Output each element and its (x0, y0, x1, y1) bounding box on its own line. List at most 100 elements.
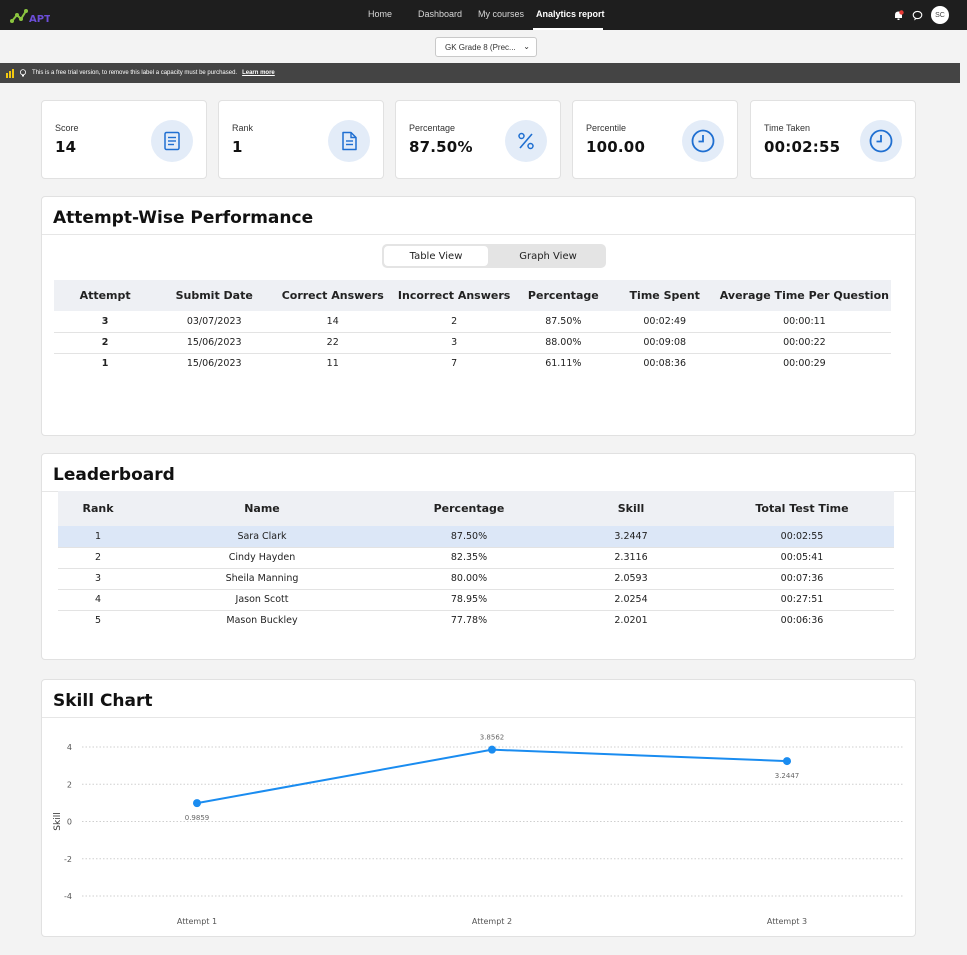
y-tick-label: 4 (67, 743, 72, 752)
nav-home[interactable]: Home (368, 9, 393, 19)
col-correct-answers[interactable]: Correct Answers (272, 280, 394, 311)
x-tick-label: Attempt 1 (177, 917, 217, 926)
section-title: Attempt-Wise Performance (53, 208, 314, 228)
cell-total-time: 00:27:51 (710, 589, 894, 611)
cell-total-time: 00:06:36 (780, 615, 824, 627)
cell-name: Sheila Manning (138, 568, 386, 590)
cell-time-spent: 00:09:08 (611, 332, 718, 354)
col-percentage[interactable]: Percentage (386, 491, 552, 526)
file-text-icon (328, 120, 370, 162)
cell-correct: 11 (326, 358, 339, 370)
cell-percentage: 82.35% (386, 547, 552, 569)
cell-total-time: 00:05:41 (710, 547, 894, 569)
apt-logo[interactable]: APT (10, 7, 50, 25)
cell-avg-time: 00:00:22 (717, 332, 891, 354)
cell-attempt: 2 (54, 332, 157, 354)
kpi-card-percentage: Percentage 87.50% (395, 100, 561, 179)
cell-attempt: 3 (54, 311, 157, 333)
leaderboard-table: Rank Name Percentage Skill Total Test Ti… (58, 491, 894, 631)
cell-total-time: 00:07:36 (710, 568, 894, 590)
cell-percentage: 88.00% (514, 332, 612, 354)
kpi-value: 100.00 (586, 138, 646, 156)
cell-correct: 14 (272, 311, 394, 333)
document-lines-icon (151, 120, 193, 162)
cell-time-spent: 00:02:49 (611, 311, 718, 333)
col-incorrect-answers[interactable]: Incorrect Answers (393, 280, 515, 311)
col-percentage[interactable]: Percentage (514, 280, 612, 311)
cell-percentage: 78.95% (386, 589, 552, 611)
trial-banner: This is a free trial version, to remove … (0, 63, 960, 83)
data-point (488, 745, 496, 754)
table-row[interactable]: 3 Sheila Manning 80.00% 2.0593 00:07:36 (58, 568, 894, 590)
col-total-test-time[interactable]: Total Test Time (710, 491, 894, 526)
course-filter-bar: GK Grade 8 (Prec... ⌄ (0, 30, 967, 63)
table-row[interactable]: 5 Mason Buckley 77.78% 2.0201 00:06:36 (58, 610, 894, 631)
table-row-highlighted[interactable]: 1 Sara Clark 87.50% 3.2447 00:02:55 (58, 526, 894, 548)
col-time-spent[interactable]: Time Spent (611, 280, 718, 311)
data-label: 3.2447 (775, 772, 800, 780)
skill-chart-card: Skill Chart 4 2 0 -2 -4 Skill Attempt 1 Attempt… (41, 679, 916, 937)
table-view-tab[interactable]: Table View (384, 246, 488, 266)
nav-analytics-report[interactable]: Analytics report (536, 9, 605, 19)
kpi-label: Rank (232, 123, 254, 133)
course-dropdown[interactable]: GK Grade 8 (Prec... ⌄ (435, 37, 537, 57)
chevron-down-icon: ⌄ (523, 42, 530, 51)
col-attempt[interactable]: Attempt (54, 280, 157, 311)
nav-dashboard[interactable]: Dashboard (418, 9, 463, 19)
top-navbar: APT Home Dashboard My courses Analytics … (0, 0, 967, 30)
kpi-value: 00:02:55 (764, 138, 841, 156)
x-tick-label: Attempt 3 (767, 917, 807, 926)
cell-rank: 3 (58, 568, 138, 590)
kpi-label: Percentage (409, 123, 456, 133)
kpi-value: 1 (232, 138, 243, 156)
col-skill[interactable]: Skill (552, 491, 710, 526)
cell-skill: 2.0593 (552, 568, 710, 590)
cell-avg-time: 00:00:29 (783, 358, 826, 370)
table-row[interactable]: 2 15/06/2023 22 3 88.00% 00:09:08 00:00:… (54, 332, 891, 354)
learn-more-link[interactable]: Learn more (242, 70, 275, 76)
cell-time-spent: 00:08:36 (643, 358, 687, 370)
cell-total-time: 00:02:55 (710, 526, 894, 548)
user-avatar[interactable]: SC (931, 6, 949, 24)
cell-avg-time: 00:00:11 (717, 311, 891, 333)
table-header-row: Attempt Submit Date Correct Answers Inco… (54, 280, 891, 311)
col-rank[interactable]: Rank (58, 491, 138, 526)
attempt-performance-card: Attempt-Wise Performance Table View Grap… (41, 196, 916, 436)
cell-percentage: 87.50% (514, 311, 612, 333)
kpi-label: Time Taken (764, 123, 811, 133)
chat-bubble-icon[interactable] (912, 10, 923, 21)
table-row[interactable]: 4 Jason Scott 78.95% 2.0254 00:27:51 (58, 589, 894, 611)
skill-series-line (196, 748, 788, 805)
table-row[interactable]: 2 Cindy Hayden 82.35% 2.3116 00:05:41 (58, 547, 894, 569)
cell-attempt: 1 (101, 358, 109, 370)
clock-icon (682, 120, 724, 162)
notification-bell-icon[interactable] (893, 9, 904, 21)
cell-name: Jason Scott (138, 589, 386, 611)
data-label: 3.8562 (480, 734, 505, 742)
data-label: 0.9859 (185, 814, 210, 822)
col-name[interactable]: Name (138, 491, 386, 526)
cell-rank: 2 (58, 547, 138, 569)
kpi-card-score: Score 14 (41, 100, 207, 179)
cell-correct: 22 (272, 332, 394, 354)
cell-submit-date: 03/07/2023 (156, 311, 273, 333)
y-axis-label: Skill (53, 812, 63, 830)
col-submit-date[interactable]: Submit Date (156, 280, 273, 311)
section-title: Skill Chart (53, 691, 153, 711)
table-row[interactable]: 1 15/06/2023 11 7 61.11% 00:08:36 00:00:… (54, 353, 891, 374)
kpi-value: 87.50% (409, 138, 473, 156)
y-tick-label: -4 (64, 892, 72, 901)
graph-view-tab[interactable]: Graph View (519, 250, 577, 262)
cell-skill: 2.0201 (614, 615, 648, 627)
trial-message: This is a free trial version, to remove … (32, 70, 238, 76)
table-row[interactable]: 3 03/07/2023 14 2 87.50% 00:02:49 00:00:… (54, 311, 891, 333)
cell-submit-date: 15/06/2023 (156, 332, 273, 354)
data-point (783, 757, 791, 766)
kpi-label: Percentile (586, 123, 627, 133)
cell-rank: 5 (94, 615, 102, 627)
cell-percentage: 61.11% (545, 358, 582, 370)
cell-name: Cindy Hayden (138, 547, 386, 569)
cell-rank: 1 (58, 526, 138, 548)
col-avg-time-per-question[interactable]: Average Time Per Question (717, 280, 891, 311)
nav-my-courses[interactable]: My courses (478, 9, 525, 19)
